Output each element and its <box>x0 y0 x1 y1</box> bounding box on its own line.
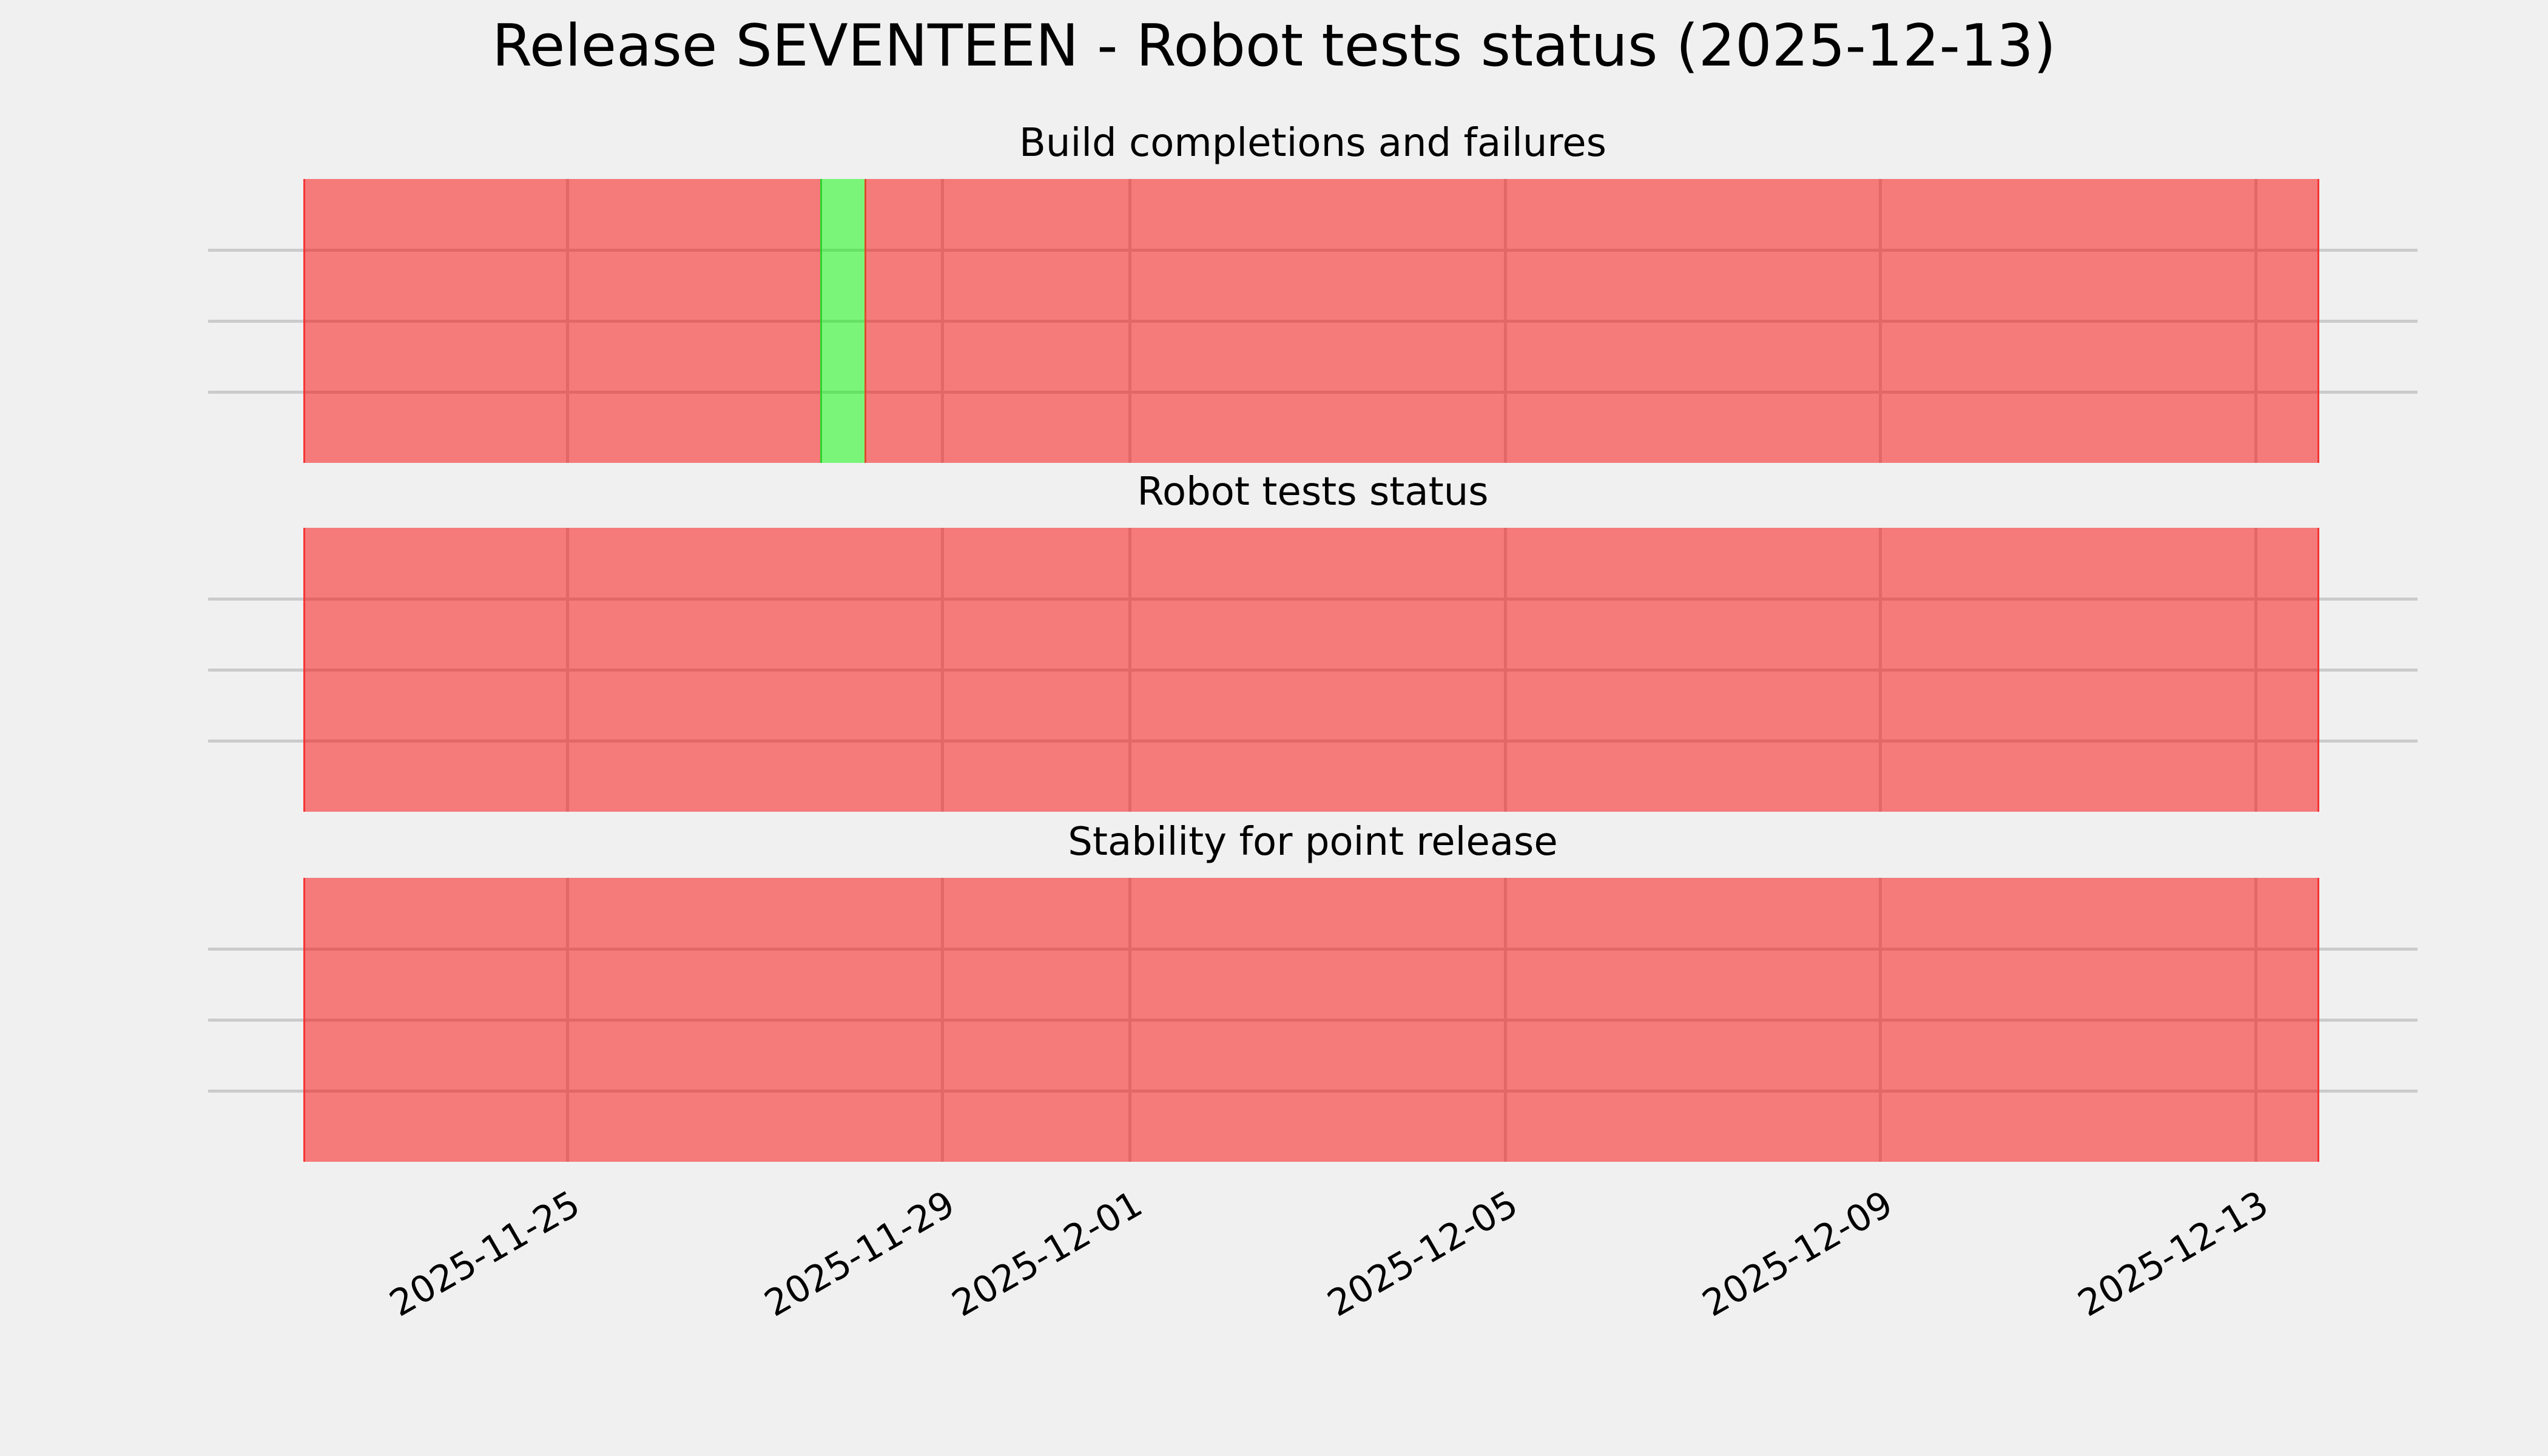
y-gridline <box>208 948 2418 951</box>
x-gridline <box>941 528 945 812</box>
status-span-failure <box>303 878 2319 1162</box>
x-gridline <box>566 528 569 812</box>
x-tick-label: 2025-11-25 <box>383 1182 588 1326</box>
x-gridline <box>1879 878 1882 1162</box>
y-gridline <box>208 391 2418 394</box>
status-span-failure <box>866 179 2319 463</box>
x-tick-label: 2025-12-13 <box>2071 1182 2276 1326</box>
x-gridline <box>566 878 569 1162</box>
x-gridline <box>941 878 945 1162</box>
x-gridline <box>2254 179 2257 463</box>
x-tick-label: 2025-12-09 <box>1696 1182 1901 1326</box>
subplot-title-robot-tests: Robot tests status <box>1137 470 1489 514</box>
x-tick-label: 2025-12-05 <box>1321 1182 1525 1326</box>
x-gridline <box>1879 528 1882 812</box>
y-gridline <box>208 249 2418 252</box>
y-gridline <box>208 1090 2418 1093</box>
x-gridline <box>1503 179 1507 463</box>
figure-title: Release SEVENTEEN - Robot tests status (… <box>492 13 2056 79</box>
plot-area-robot-tests <box>208 528 2418 812</box>
x-axis-tick-labels: 2025-11-25 2025-11-29 2025-12-01 2025-12-05… <box>208 1182 2418 1427</box>
status-span-failure <box>303 528 2319 812</box>
status-span-success <box>820 179 866 463</box>
subplot-title-build-completions: Build completions and failures <box>1019 121 1606 166</box>
status-span-failure <box>303 179 820 463</box>
y-gridline <box>208 1019 2418 1022</box>
x-tick-label: 2025-12-01 <box>945 1182 1150 1326</box>
y-gridline <box>208 740 2418 743</box>
x-gridline <box>1503 528 1507 812</box>
y-gridline <box>208 669 2418 672</box>
x-gridline <box>1879 179 1882 463</box>
x-gridline <box>2254 878 2257 1162</box>
x-gridline <box>1128 528 1131 812</box>
x-gridline <box>941 179 945 463</box>
x-tick-label: 2025-11-29 <box>758 1182 963 1326</box>
x-gridline <box>1128 179 1131 463</box>
x-gridline <box>566 179 569 463</box>
x-gridline <box>1128 878 1131 1162</box>
y-gridline <box>208 598 2418 601</box>
x-gridline <box>2254 528 2257 812</box>
plot-area-build-completions <box>208 179 2418 463</box>
subplot-title-stability: Stability for point release <box>1068 820 1558 864</box>
y-gridline <box>208 320 2418 323</box>
plot-area-stability <box>208 878 2418 1162</box>
x-gridline <box>1503 878 1507 1162</box>
